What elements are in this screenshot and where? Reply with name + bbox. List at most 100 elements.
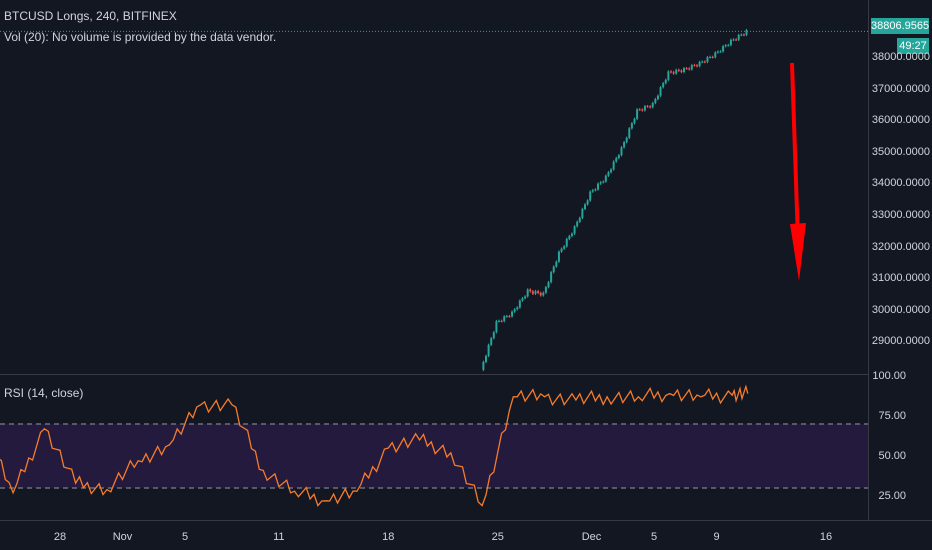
candle-body xyxy=(531,291,534,294)
candle-body xyxy=(677,69,680,71)
price-axis-tick: 31000.0000 xyxy=(871,272,930,285)
candle-body xyxy=(607,172,610,176)
candle-body xyxy=(521,298,524,301)
candle-body xyxy=(701,61,704,63)
candle-body xyxy=(495,321,498,333)
candle-body xyxy=(498,320,501,322)
candle-body xyxy=(664,79,667,84)
price-axis-tick: 32000.0000 xyxy=(871,240,930,253)
red-arrow-shaft xyxy=(790,62,800,241)
time-axis-tick: Nov xyxy=(112,531,133,543)
candle-body xyxy=(667,71,670,80)
candle-body xyxy=(529,289,532,292)
time-axis-tick: 11 xyxy=(273,531,285,543)
candle-body xyxy=(534,291,537,294)
candle-body xyxy=(745,30,748,35)
time-axis-tick: 25 xyxy=(491,531,504,543)
candle-body xyxy=(735,39,738,41)
candle-body xyxy=(524,296,527,299)
candle-body xyxy=(560,248,563,252)
candle-body xyxy=(583,204,586,209)
bar-timer-tag: 49:27 xyxy=(897,38,929,54)
candle-body xyxy=(492,332,495,339)
time-axis-tick: 16 xyxy=(819,531,833,543)
price-axis-tick: 33000.0000 xyxy=(871,208,930,221)
candle-body xyxy=(742,34,745,36)
rsi-axis-tick: 100.00 xyxy=(872,370,906,382)
time-axis-tick: Dec xyxy=(581,531,602,543)
candle-body xyxy=(690,65,693,70)
candle-body xyxy=(576,221,579,227)
time-axis-tick: 5 xyxy=(181,531,189,543)
candle-body xyxy=(597,183,600,190)
candle-body xyxy=(581,208,584,218)
candle-body xyxy=(641,109,644,111)
candle-body xyxy=(599,182,602,184)
rsi-axis-tick: 50.00 xyxy=(878,450,906,462)
time-axis-tick: 18 xyxy=(382,531,395,543)
candle-body xyxy=(693,65,696,67)
candle-body xyxy=(643,106,646,111)
candle-body xyxy=(484,355,487,362)
candle-body xyxy=(610,169,613,173)
candle-body xyxy=(638,109,641,111)
candle-body xyxy=(482,361,485,370)
candle-body xyxy=(729,39,732,46)
candle-body xyxy=(654,99,657,104)
candle-body xyxy=(526,289,529,297)
candle-body xyxy=(620,147,623,156)
candle-body xyxy=(636,109,639,119)
time-axis-tick: 5 xyxy=(650,531,658,543)
candle-body xyxy=(505,316,508,318)
candle-body xyxy=(722,46,725,52)
candle-body xyxy=(542,292,545,296)
candle-body xyxy=(516,307,519,310)
candle-body xyxy=(630,123,633,129)
candle-body xyxy=(594,189,597,191)
candle-body xyxy=(669,71,672,73)
candle-body xyxy=(688,68,691,70)
candle-body xyxy=(680,70,683,72)
candle-body xyxy=(703,61,706,63)
candle-body xyxy=(732,39,735,41)
candle-body xyxy=(649,106,652,108)
rsi-line xyxy=(0,384,749,507)
candle-body xyxy=(555,261,558,267)
candle-body xyxy=(716,51,719,53)
candle-body xyxy=(591,190,594,192)
price-axis-tick: 34000.0000 xyxy=(871,177,930,190)
candle-body xyxy=(617,155,620,159)
candle-body xyxy=(672,72,675,74)
candle-body xyxy=(685,68,688,70)
candle-body xyxy=(570,233,573,237)
candle-body xyxy=(714,52,717,58)
volume-note: Vol (20): No volume is provided by the d… xyxy=(4,30,277,44)
candle-body xyxy=(490,338,493,345)
candle-body xyxy=(513,309,516,312)
candle-body xyxy=(719,51,722,53)
time-axis-tick: 28 xyxy=(53,531,67,543)
candle-body xyxy=(563,246,566,249)
candle-body xyxy=(662,83,665,88)
candle-body xyxy=(646,106,649,108)
candle-body xyxy=(573,226,576,234)
rsi-band xyxy=(0,424,868,488)
price-axis-tick: 37000.0000 xyxy=(871,82,930,95)
candle-body xyxy=(724,45,727,47)
candle-body xyxy=(698,61,701,67)
rsi-axis-tick: 25.00 xyxy=(878,490,906,502)
candle-body xyxy=(518,300,521,308)
candle-body xyxy=(709,56,712,58)
candle-body xyxy=(740,34,743,36)
last-price-tag: 38806.9565 xyxy=(871,18,930,34)
candle-body xyxy=(552,266,555,273)
price-axis-tick: 36000.0000 xyxy=(871,114,930,127)
candle-body xyxy=(586,200,589,205)
candle-body xyxy=(625,137,628,143)
candle-body xyxy=(568,236,571,239)
price-axis-tick: 35000.0000 xyxy=(871,145,930,158)
time-axis-tick: 9 xyxy=(713,531,720,543)
candle-body xyxy=(511,311,514,317)
candle-body xyxy=(727,45,730,47)
